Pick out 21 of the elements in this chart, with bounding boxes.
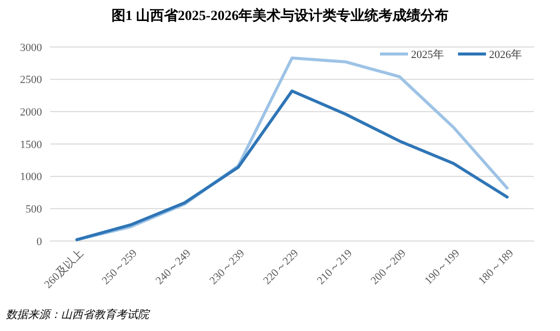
y-tick-label: 3000 [20, 42, 42, 54]
source-note: 数据来源：山西省教育考试院 [6, 308, 151, 321]
y-tick-label: 500 [26, 204, 42, 216]
chart-title: 图1 山西省2025-2026年美术与设计类专业统考成绩分布 [111, 7, 449, 24]
x-tick-label: 190～199 [422, 247, 463, 287]
legend-label: 2026年 [489, 48, 522, 61]
x-tick-label: 250～259 [100, 247, 140, 287]
x-tick-label: 230～239 [207, 247, 248, 287]
legend-label: 2025年 [411, 48, 444, 61]
x-tick-label: 220～229 [261, 247, 302, 287]
x-tick-label: 210～219 [315, 247, 355, 287]
y-tick-label: 2000 [20, 106, 42, 119]
y-tick-label: 1000 [20, 171, 42, 184]
x-tick-label: 180～189 [476, 247, 516, 287]
x-tick-label: 240～249 [154, 247, 194, 287]
x-tick-label: 260及以上 [42, 246, 86, 291]
y-tick-label: 1500 [20, 138, 42, 151]
y-tick-label: 2500 [20, 74, 42, 86]
line-series [75, 89, 509, 242]
y-tick-label: 0 [36, 236, 42, 248]
x-tick-label: 200～209 [368, 247, 409, 287]
